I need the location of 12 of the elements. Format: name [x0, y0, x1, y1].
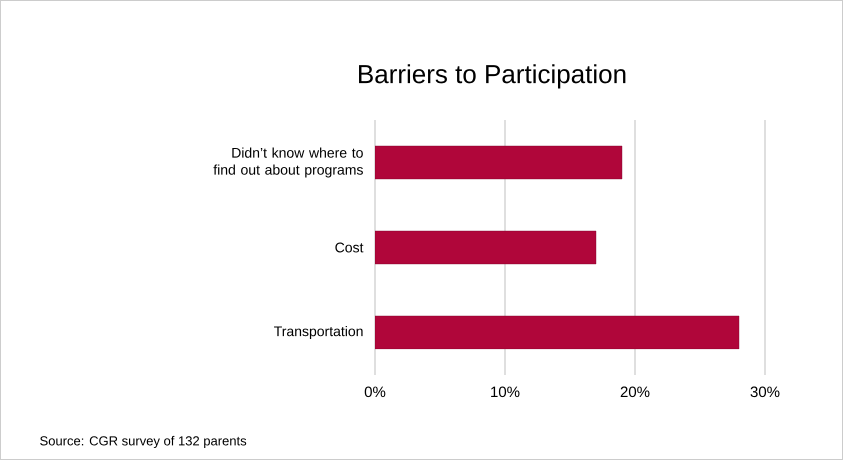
x-tick-label: 30%: [750, 386, 780, 398]
bar: [375, 316, 740, 350]
bar: [375, 230, 596, 264]
source-note: Source: CGR survey of 132 parents: [40, 436, 246, 448]
x-tick-label: 20%: [620, 386, 650, 398]
bar: [375, 146, 622, 180]
x-tick-label: 0%: [364, 386, 386, 398]
x-tick-label: 10%: [491, 386, 520, 398]
y-tick-label: Transportation: [274, 326, 363, 340]
y-tick-label: Didn’t know where to find out about programs: [213, 147, 363, 178]
chart-title: Barriers to Participation: [359, 64, 626, 88]
y-tick-label: Cost: [335, 242, 364, 252]
